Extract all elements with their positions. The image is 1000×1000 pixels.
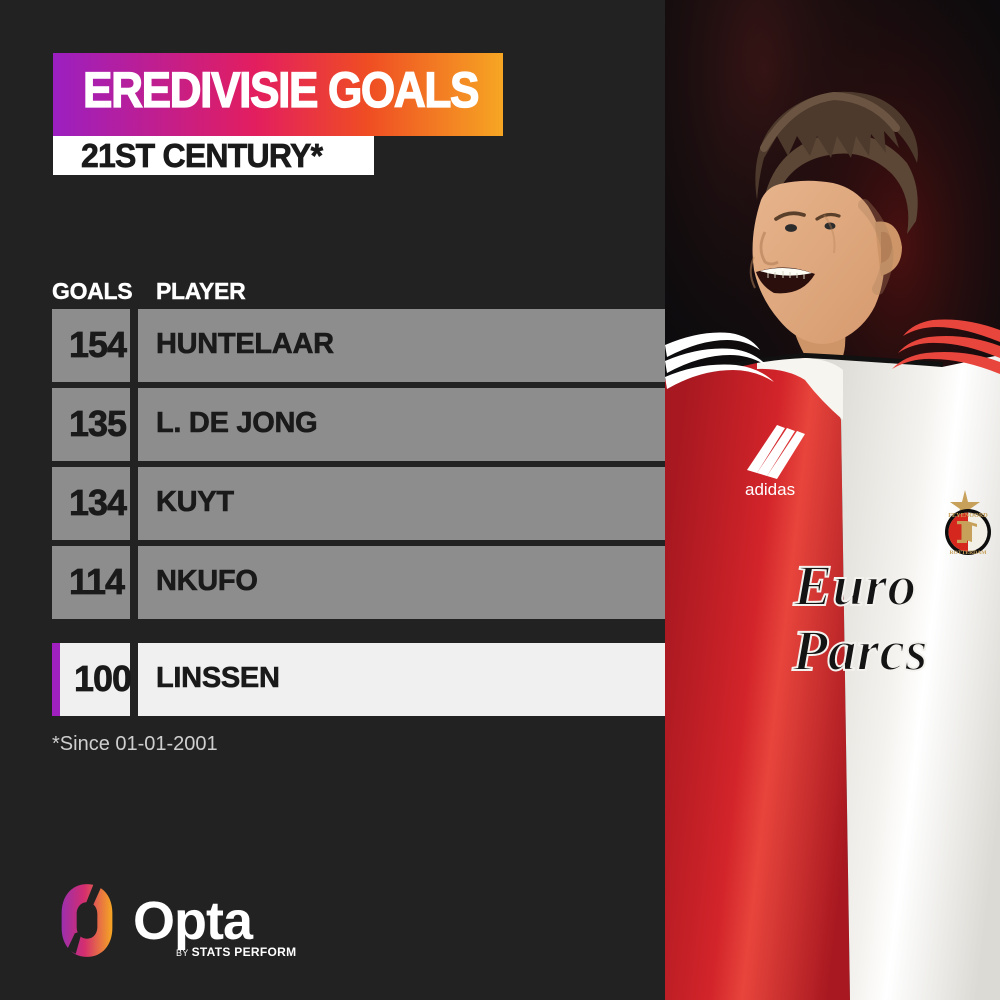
svg-text:ROTTERDAM: ROTTERDAM (950, 550, 988, 556)
svg-text:Euro: Euro (793, 553, 917, 618)
svg-text:FEYENOORD: FEYENOORD (948, 512, 988, 519)
svg-text:adidas: adidas (745, 480, 795, 499)
svg-text:Parcs: Parcs (791, 618, 927, 683)
